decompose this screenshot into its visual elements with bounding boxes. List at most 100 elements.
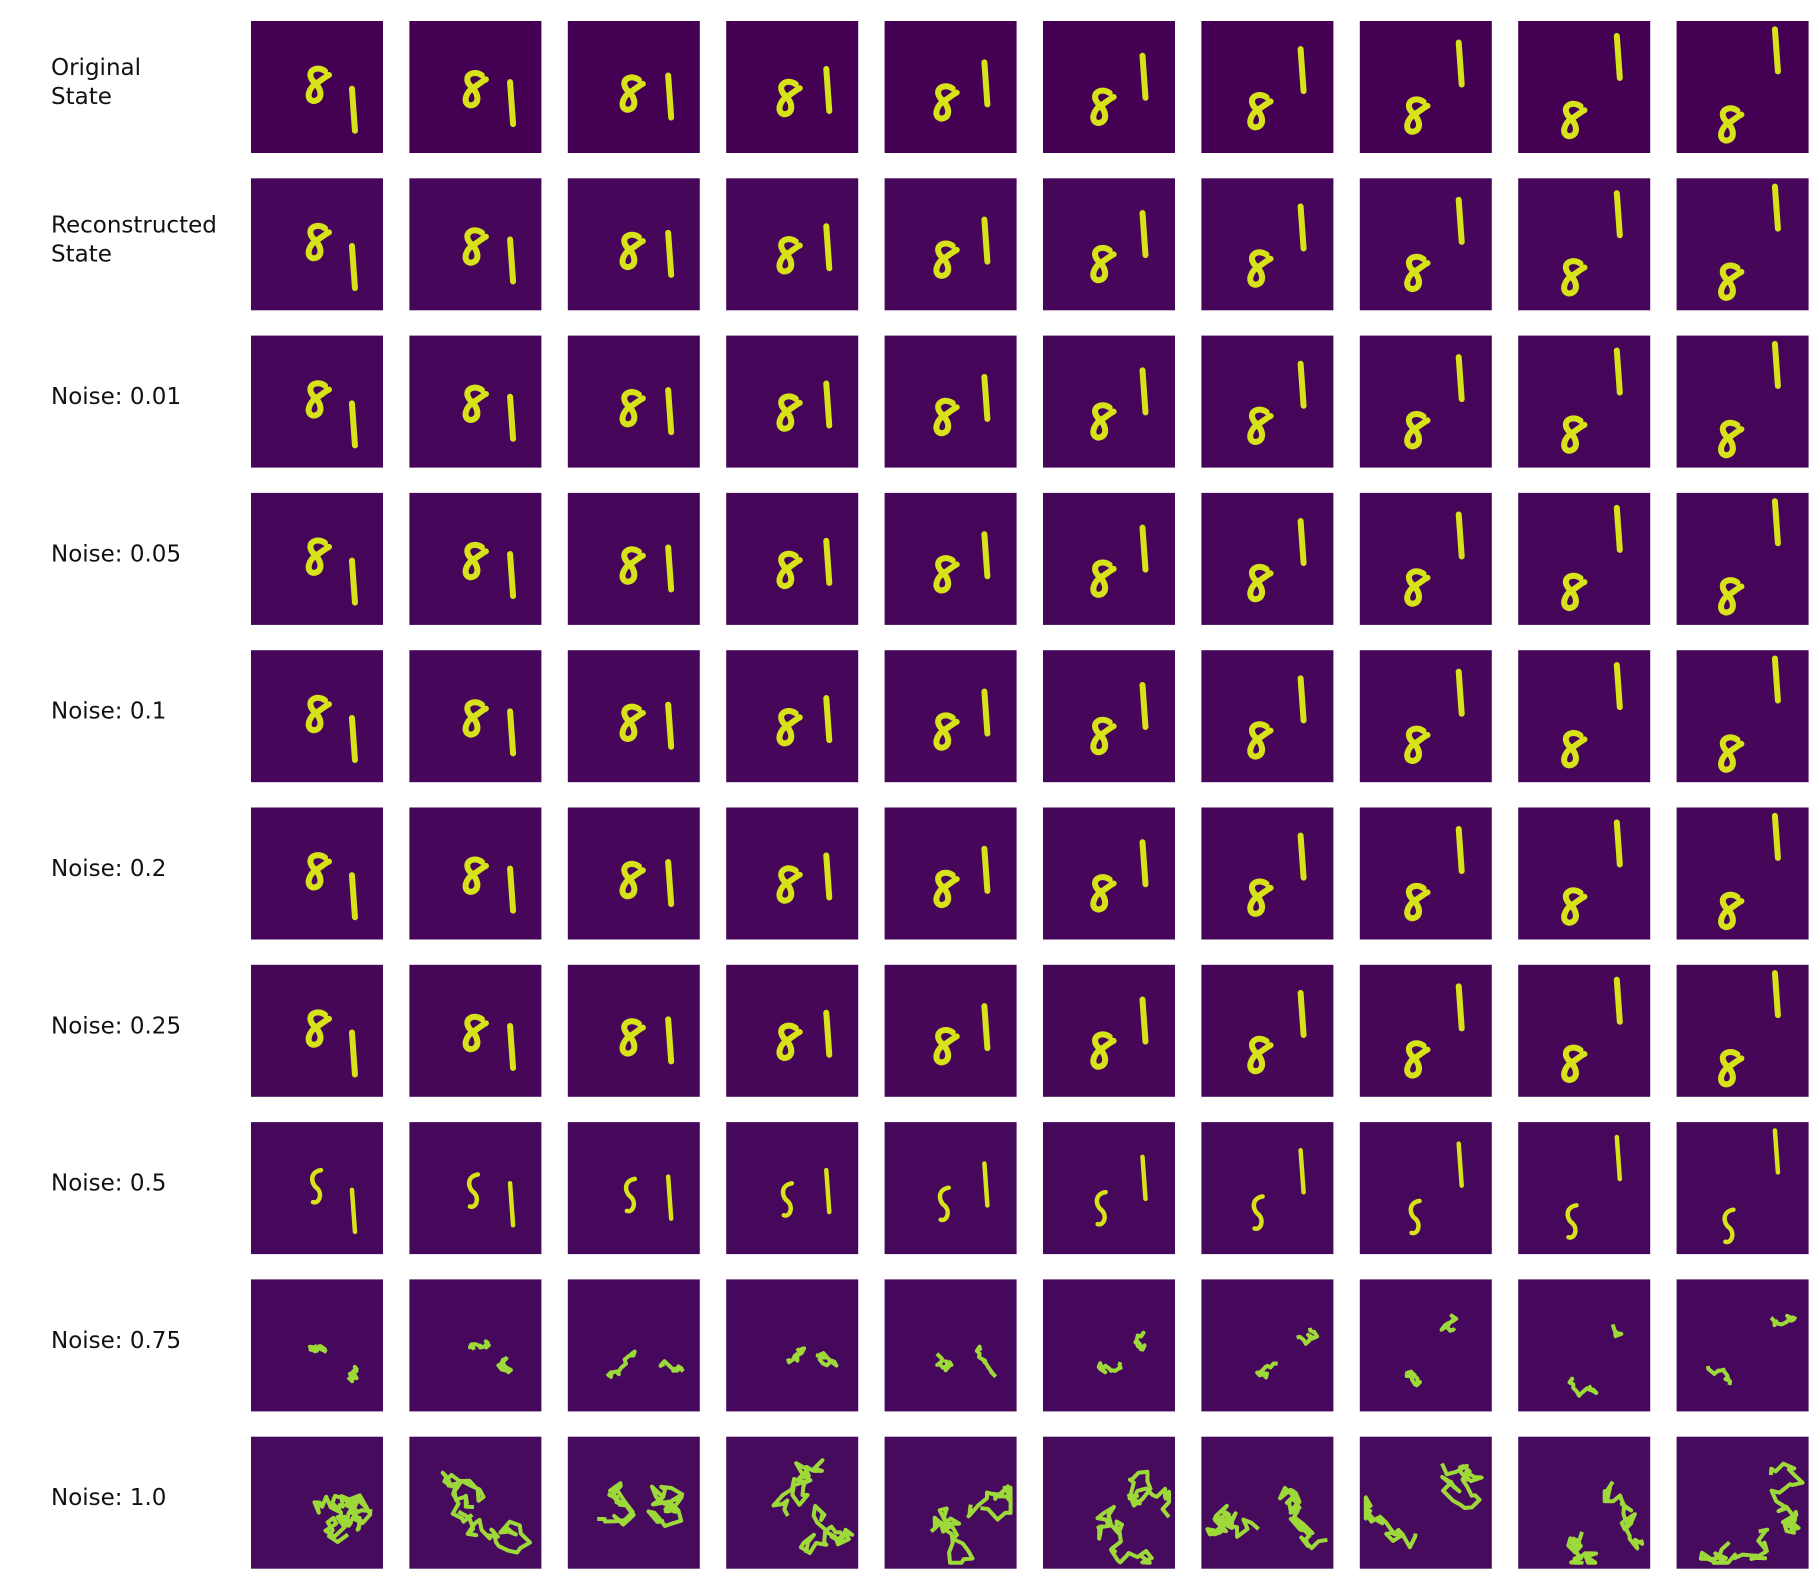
digit-eight — [1404, 411, 1431, 450]
digit-eight — [1561, 415, 1588, 454]
image-cell — [251, 650, 383, 783]
digit-one — [665, 1016, 675, 1065]
cell-background — [726, 964, 859, 1097]
image-cell — [1201, 1436, 1334, 1569]
digit-one — [981, 845, 991, 894]
image-cell — [1201, 21, 1334, 153]
noisy-stroke — [1602, 1480, 1645, 1551]
noisy-stroke — [1768, 1461, 1805, 1535]
digit-one — [1139, 681, 1149, 730]
digit-eight — [1090, 87, 1117, 127]
cell-background — [1518, 335, 1651, 468]
noisy-stroke — [496, 1355, 513, 1375]
image-cell — [1043, 1279, 1175, 1412]
image-cell — [726, 1122, 859, 1255]
digit-eight — [1247, 1035, 1274, 1075]
image-cell — [409, 1122, 542, 1255]
cell-background — [1359, 807, 1492, 940]
image-cell — [1043, 335, 1175, 468]
image-cell — [409, 492, 542, 625]
digit-eight — [1247, 721, 1274, 760]
image-cell — [409, 178, 542, 311]
digit-one — [665, 859, 675, 908]
image-cell — [251, 807, 383, 940]
digit-one — [1613, 976, 1623, 1025]
image-cell — [1043, 650, 1175, 783]
digit-eight — [1561, 572, 1588, 612]
row-label: State — [51, 241, 112, 267]
digit-eight — [1561, 100, 1588, 140]
image-cell — [884, 1279, 1017, 1412]
digit-one — [981, 373, 991, 422]
digit-eight — [462, 1013, 489, 1053]
image-cell — [1359, 21, 1492, 153]
image-cell — [1518, 21, 1651, 153]
digit-eight — [776, 708, 803, 747]
digit-eight — [305, 222, 332, 262]
image-cell — [1201, 492, 1334, 625]
image-cell — [726, 1279, 859, 1412]
digit-one — [348, 243, 358, 292]
image-cell — [1518, 492, 1651, 625]
image-cell — [251, 1122, 383, 1255]
image-cell — [1043, 964, 1175, 1097]
digit-one — [1613, 347, 1623, 396]
image-cell — [1518, 1279, 1651, 1412]
image-cell — [1359, 492, 1492, 625]
image-cell — [567, 964, 700, 1097]
noisy-stroke — [1769, 1313, 1798, 1328]
digit-eight — [305, 1009, 332, 1048]
image-cell — [251, 178, 383, 311]
image-cell — [1359, 807, 1492, 940]
image-cell — [884, 178, 1017, 311]
digit-one — [1771, 655, 1781, 704]
digit-one — [1297, 675, 1307, 724]
cell-background — [1518, 1436, 1651, 1569]
noisy-stroke — [815, 1351, 839, 1368]
digit-eight — [1718, 419, 1745, 459]
digit-one — [823, 65, 833, 114]
digit-eight — [776, 865, 803, 904]
digit-one — [1613, 662, 1623, 711]
image-cell — [567, 335, 700, 468]
image-cell — [1043, 178, 1175, 311]
digit-one — [823, 223, 833, 272]
image-cell — [1359, 335, 1492, 468]
digit-one — [1771, 498, 1781, 547]
image-cell — [1676, 1436, 1809, 1569]
digit-eight — [933, 240, 960, 279]
row-label: Noise: 1.0 — [51, 1485, 166, 1511]
digit-eight — [1718, 734, 1745, 773]
image-cell — [251, 335, 383, 468]
digit-one — [1772, 1128, 1781, 1175]
digit-eight — [933, 1027, 960, 1066]
noisy-stroke — [1439, 1313, 1459, 1333]
image-cell — [251, 492, 383, 625]
noisy-stroke — [1566, 1531, 1599, 1565]
digit-one — [1455, 983, 1465, 1032]
cell-background — [1676, 807, 1809, 940]
cell-background — [1043, 650, 1175, 783]
digit-eight — [1247, 406, 1274, 446]
image-cell — [251, 21, 383, 153]
noisy-stroke — [935, 1352, 954, 1373]
digit-one — [1613, 504, 1623, 553]
cell-background — [1676, 1436, 1809, 1569]
digit-one — [348, 872, 358, 921]
cell-background — [726, 21, 859, 153]
image-cell — [1676, 1122, 1809, 1255]
image-cell — [726, 178, 859, 311]
cell-background — [1043, 492, 1175, 625]
cell-background — [1676, 650, 1809, 783]
digit-eight — [1404, 882, 1431, 922]
image-cell — [409, 650, 542, 783]
cell-background — [1201, 964, 1334, 1097]
digit-one — [1298, 1148, 1306, 1195]
digit-eight — [619, 546, 646, 585]
cell-background — [1201, 807, 1334, 940]
image-cell — [1676, 1279, 1809, 1412]
cell-background — [1518, 1122, 1651, 1255]
cell-background — [1201, 1122, 1334, 1255]
cell-background — [1043, 21, 1175, 153]
noisy-stroke — [929, 1506, 975, 1565]
